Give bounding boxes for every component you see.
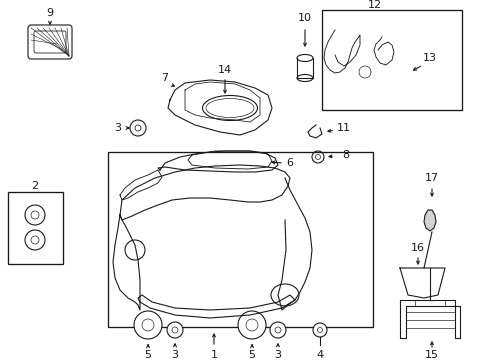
Text: 3: 3	[171, 350, 178, 360]
Polygon shape	[423, 210, 435, 231]
Ellipse shape	[296, 54, 312, 62]
Circle shape	[269, 322, 285, 338]
Bar	[321, 10, 461, 110]
Circle shape	[312, 323, 326, 337]
Circle shape	[25, 205, 45, 225]
Text: 9: 9	[46, 8, 54, 18]
Text: 12: 12	[367, 0, 381, 10]
Circle shape	[311, 151, 324, 163]
Circle shape	[238, 311, 265, 339]
Circle shape	[25, 230, 45, 250]
Circle shape	[130, 120, 146, 136]
Circle shape	[134, 311, 162, 339]
Text: 8: 8	[342, 150, 349, 160]
Text: 13: 13	[422, 53, 436, 63]
Text: 11: 11	[336, 123, 350, 133]
Text: 17: 17	[424, 173, 438, 183]
Text: 14: 14	[218, 65, 232, 75]
Text: 5: 5	[248, 350, 255, 360]
Text: 10: 10	[297, 13, 311, 23]
Text: 5: 5	[144, 350, 151, 360]
Text: 6: 6	[286, 158, 293, 168]
Text: 4: 4	[316, 350, 323, 360]
Bar	[8, 192, 63, 264]
Text: 7: 7	[161, 73, 168, 83]
Text: 2: 2	[31, 181, 39, 191]
Text: 3: 3	[114, 123, 121, 133]
Text: 15: 15	[424, 350, 438, 360]
Bar	[108, 152, 372, 327]
Text: 1: 1	[210, 350, 217, 360]
Text: 16: 16	[410, 243, 424, 253]
Circle shape	[167, 322, 183, 338]
Text: 3: 3	[274, 350, 281, 360]
